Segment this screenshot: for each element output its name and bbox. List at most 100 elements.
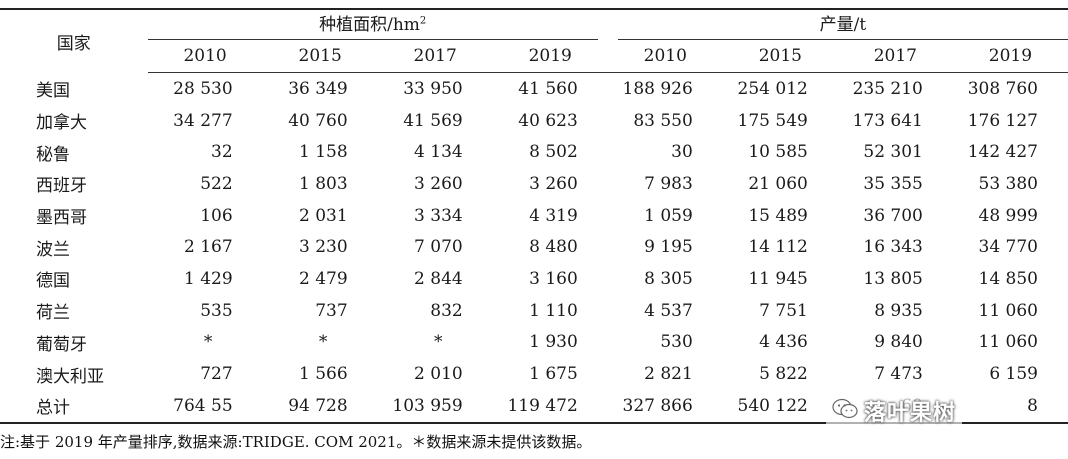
- area-cell: *: [203, 332, 213, 353]
- area-cell: 4 319: [529, 205, 578, 226]
- country-column-header: 国家: [0, 8, 148, 73]
- area-cell: 535: [200, 300, 233, 321]
- production-cell: 11 060: [978, 300, 1038, 321]
- area-cell: 1 675: [529, 364, 578, 385]
- area-cell: 28 530: [173, 78, 233, 99]
- table-row: 秘鲁 32 1 158 4 134 8 502 30 10 585 52 301 142 427: [0, 136, 1068, 168]
- production-year-header: 2010: [607, 40, 723, 73]
- area-cell: 8 502: [529, 142, 578, 163]
- area-cell: 1 803: [299, 173, 348, 194]
- area-cell: 103 959: [377, 389, 493, 424]
- area-group-header: 种植面积/hm2: [147, 8, 608, 40]
- production-cell: 48 999: [978, 205, 1038, 226]
- production-cell: 540 122: [722, 389, 838, 424]
- production-cell: 530: [660, 332, 693, 353]
- area-cell: 1 566: [299, 364, 348, 385]
- area-cell: 119 472: [492, 389, 608, 424]
- area-cell: 32: [211, 142, 233, 163]
- production-cell: 2 821: [644, 364, 693, 385]
- table-row: 澳大利亚 727 1 566 2 010 1 675 2 821 5 822 7 473 6 1…: [0, 358, 1068, 390]
- production-cell: 8: [952, 389, 1068, 424]
- area-cell: 3 260: [414, 173, 463, 194]
- area-cell: 737: [315, 300, 348, 321]
- area-cell: 36 349: [288, 78, 348, 99]
- production-cell: 7 751: [759, 300, 808, 321]
- production-cell: 14 850: [978, 268, 1038, 289]
- country-cell: 澳大利亚: [36, 366, 104, 387]
- area-cell: 522: [200, 173, 233, 194]
- production-cell: 13 805: [863, 268, 923, 289]
- country-cell: 荷兰: [36, 303, 70, 324]
- area-cell: 1 158: [299, 142, 348, 163]
- production-cell: 5 822: [759, 364, 808, 385]
- production-cell: 52 301: [863, 142, 923, 163]
- area-cell: 2 479: [299, 268, 348, 289]
- production-cell: 308 760: [967, 78, 1038, 99]
- area-cell: 41 569: [403, 110, 463, 131]
- country-cell: 秘鲁: [36, 144, 70, 165]
- area-cell: 832: [430, 300, 463, 321]
- table-row: 美国 28 530 36 349 33 950 41 560 188 926 254 012…: [0, 73, 1068, 105]
- production-cell: 11 945: [748, 268, 808, 289]
- production-group-header: 产量/t: [607, 8, 1068, 40]
- country-cell: 波兰: [36, 239, 70, 260]
- production-year-header: 2015: [722, 40, 838, 73]
- production-cell: 327 866: [607, 389, 723, 424]
- area-cell: 2 031: [299, 205, 348, 226]
- area-cell: 3 334: [414, 205, 463, 226]
- area-cell: 1 429: [183, 268, 233, 289]
- country-cell: 德国: [36, 271, 70, 292]
- watermark: 落叶果树: [826, 393, 963, 429]
- production-cell: 16 343: [863, 237, 923, 258]
- production-cell: 34 770: [978, 237, 1038, 258]
- production-cell: 9 195: [644, 237, 693, 258]
- production-cell: 30: [671, 142, 693, 163]
- area-cell: 40 623: [518, 110, 578, 131]
- table-row: 波兰 2 167 3 230 7 070 8 480 9 195 14 112 16 343 3…: [0, 231, 1068, 263]
- production-cell: 235 210: [852, 78, 923, 99]
- area-cell: 2 167: [183, 237, 233, 258]
- country-cell: 总计: [0, 389, 148, 424]
- production-cell: 10 585: [748, 142, 808, 163]
- area-cell: *: [433, 332, 443, 353]
- country-cell: 墨西哥: [36, 208, 87, 229]
- production-cell: 7 983: [644, 173, 693, 194]
- area-cell: 3 160: [529, 268, 578, 289]
- production-cell: 4 537: [644, 300, 693, 321]
- table-row: 西班牙 522 1 803 3 260 3 260 7 983 21 060 35 355 53…: [0, 168, 1068, 200]
- production-cell: 11 060: [978, 332, 1038, 353]
- watermark-text: 落叶果树: [864, 401, 957, 426]
- area-cell: 727: [200, 364, 233, 385]
- production-cell: 176 127: [967, 110, 1038, 131]
- area-year-header: 2015: [262, 40, 378, 73]
- production-cell: 35 355: [863, 173, 923, 194]
- table-row: 荷兰 535 737 832 1 110 4 537 7 751 8 935 11 060: [0, 295, 1068, 327]
- area-cell: 33 950: [403, 78, 463, 99]
- production-cell: 1 059: [644, 205, 693, 226]
- area-cell: 1 110: [529, 300, 578, 321]
- table-row: 葡萄牙 * * * 1 930 530 4 436 9 840 11 060: [0, 327, 1068, 359]
- production-cell: 8 935: [874, 300, 923, 321]
- production-cell: 173 641: [852, 110, 923, 131]
- area-cell: 7 070: [414, 237, 463, 258]
- area-cell: 41 560: [518, 78, 578, 99]
- production-cell: 188 926: [622, 78, 693, 99]
- area-cell: 4 134: [414, 142, 463, 163]
- production-cell: 4 436: [759, 332, 808, 353]
- area-year-header: 2017: [377, 40, 493, 73]
- area-year-header: 2019: [492, 40, 608, 73]
- production-cell: 14 112: [748, 237, 808, 258]
- production-cell: 6 159: [989, 364, 1038, 385]
- area-cell: 106: [200, 205, 233, 226]
- production-cell: 15 489: [748, 205, 808, 226]
- data-table: 国家 种植面积/hm2 产量/t 2010 2015 2017 2019 201…: [0, 8, 1068, 424]
- production-year-header: 2019: [952, 40, 1068, 73]
- table-row: 德国 1 429 2 479 2 844 3 160 8 305 11 945 13 805 1…: [0, 263, 1068, 295]
- wechat-icon: [832, 398, 858, 424]
- production-cell: 53 380: [978, 173, 1038, 194]
- production-cell: 7 473: [874, 364, 923, 385]
- production-cell: 175 549: [737, 110, 808, 131]
- production-cell: 142 427: [967, 142, 1038, 163]
- area-cell: 764 55: [147, 389, 263, 424]
- table-body: 美国 28 530 36 349 33 950 41 560 188 926 254 012…: [0, 73, 1068, 424]
